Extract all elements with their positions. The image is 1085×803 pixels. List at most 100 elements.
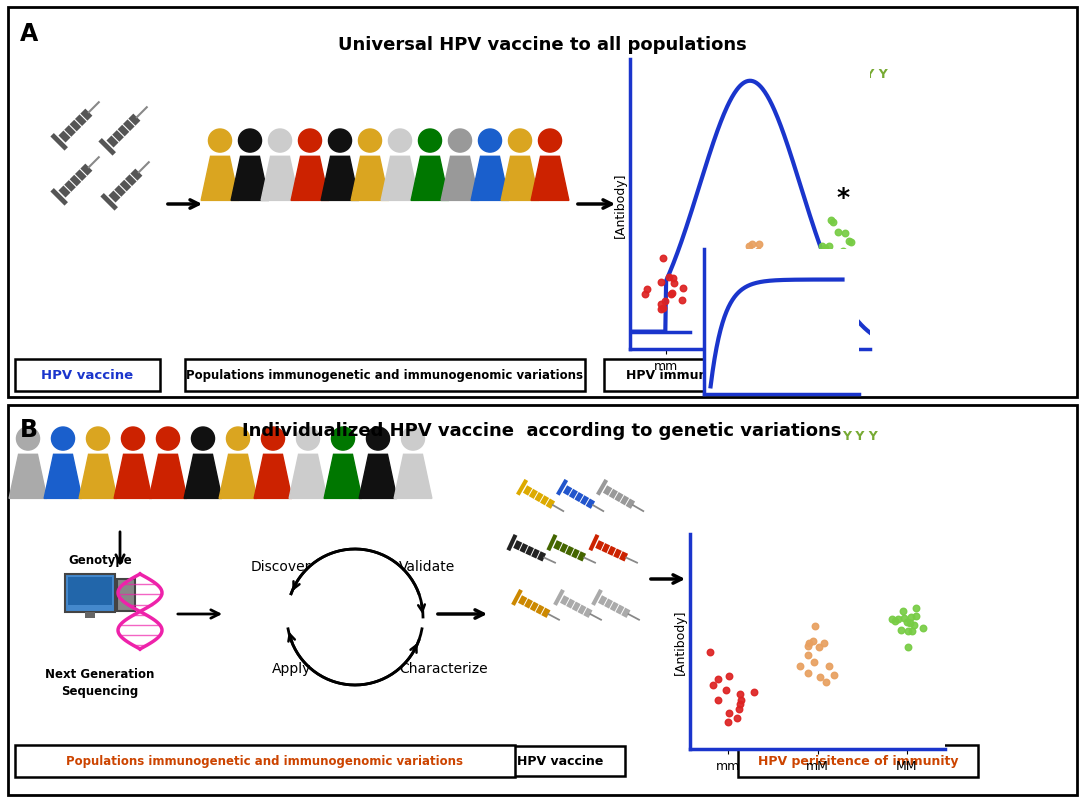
- Text: Populations immunogenetic and immunogenomic variations: Populations immunogenetic and immunogeno…: [187, 369, 584, 382]
- Point: [720, 707, 738, 719]
- Polygon shape: [184, 454, 222, 499]
- Polygon shape: [108, 169, 142, 203]
- Point: [810, 641, 828, 654]
- Polygon shape: [321, 157, 359, 201]
- Point: [637, 288, 654, 301]
- Text: HPV perisitence of immunity: HPV perisitence of immunity: [757, 755, 958, 768]
- Point: [665, 277, 682, 290]
- Point: [652, 303, 669, 316]
- Point: [899, 625, 917, 638]
- Point: [818, 251, 835, 263]
- Point: [663, 287, 680, 300]
- Point: [731, 698, 749, 711]
- Circle shape: [16, 427, 39, 450]
- Polygon shape: [596, 540, 628, 562]
- Bar: [8, 8, 1077, 397]
- Circle shape: [298, 130, 321, 153]
- Point: [901, 617, 918, 630]
- Point: [652, 276, 669, 289]
- Point: [799, 666, 816, 679]
- Point: [884, 613, 902, 626]
- Circle shape: [268, 130, 292, 153]
- Polygon shape: [231, 157, 269, 201]
- Point: [740, 240, 757, 253]
- Text: Genotype: Genotype: [68, 553, 132, 566]
- Point: [709, 694, 726, 707]
- Point: [717, 684, 735, 697]
- Point: [728, 711, 745, 724]
- Point: [730, 264, 748, 277]
- Polygon shape: [359, 454, 397, 499]
- Point: [904, 624, 921, 637]
- Point: [720, 670, 738, 683]
- Text: HPV immune responses: HPV immune responses: [626, 369, 792, 382]
- Bar: [117, 579, 135, 611]
- Point: [799, 649, 816, 662]
- Point: [702, 646, 719, 658]
- Polygon shape: [289, 454, 327, 499]
- Polygon shape: [563, 486, 595, 509]
- Polygon shape: [553, 540, 586, 562]
- Text: Individualized HPV vaccine  according to genetic variations: Individualized HPV vaccine according to …: [242, 422, 842, 439]
- Point: [899, 641, 917, 654]
- Polygon shape: [106, 115, 140, 149]
- Polygon shape: [560, 596, 592, 618]
- Point: [907, 609, 924, 622]
- Point: [915, 622, 932, 634]
- Circle shape: [208, 130, 231, 153]
- Circle shape: [156, 427, 179, 450]
- Point: [804, 634, 821, 647]
- Polygon shape: [603, 486, 635, 509]
- Point: [652, 298, 669, 311]
- Polygon shape: [394, 454, 432, 499]
- Circle shape: [538, 130, 562, 153]
- Text: *: *: [837, 185, 850, 210]
- Point: [817, 676, 834, 689]
- Polygon shape: [531, 157, 569, 201]
- Y-axis label: [Antibody]: [Antibody]: [614, 172, 627, 238]
- Text: HPV vaccine: HPV vaccine: [516, 755, 603, 768]
- Point: [835, 227, 853, 240]
- Point: [674, 294, 691, 307]
- Polygon shape: [219, 454, 257, 499]
- Polygon shape: [201, 157, 239, 201]
- Y-axis label: [Antibody]: [Antibody]: [674, 609, 687, 675]
- Circle shape: [227, 427, 250, 450]
- Text: Y Y Y: Y Y Y: [852, 68, 888, 81]
- Bar: [14, 360, 159, 392]
- Point: [720, 251, 738, 263]
- Text: Characterize: Characterize: [399, 662, 488, 675]
- Point: [745, 685, 763, 698]
- Circle shape: [261, 427, 284, 450]
- Point: [813, 276, 830, 289]
- Point: [892, 623, 909, 636]
- Point: [906, 618, 923, 631]
- Bar: [604, 360, 814, 392]
- Text: Y Y Y: Y Y Y: [842, 430, 878, 442]
- Circle shape: [358, 130, 382, 153]
- Point: [907, 602, 924, 615]
- Point: [840, 235, 857, 248]
- Point: [743, 268, 761, 281]
- Point: [719, 715, 737, 728]
- Bar: [738, 745, 978, 777]
- Polygon shape: [59, 109, 92, 144]
- Point: [889, 613, 906, 626]
- Polygon shape: [523, 486, 556, 509]
- Point: [799, 640, 816, 653]
- Polygon shape: [442, 157, 478, 201]
- Point: [801, 638, 818, 650]
- Polygon shape: [9, 454, 47, 499]
- Point: [728, 251, 745, 263]
- Point: [750, 238, 767, 251]
- Circle shape: [419, 130, 442, 153]
- Polygon shape: [114, 454, 152, 499]
- Point: [806, 620, 824, 633]
- Circle shape: [329, 130, 352, 153]
- Circle shape: [448, 130, 472, 153]
- Polygon shape: [598, 596, 630, 618]
- Point: [842, 236, 859, 249]
- Circle shape: [87, 427, 110, 450]
- Bar: [85, 612, 95, 618]
- Point: [810, 671, 828, 683]
